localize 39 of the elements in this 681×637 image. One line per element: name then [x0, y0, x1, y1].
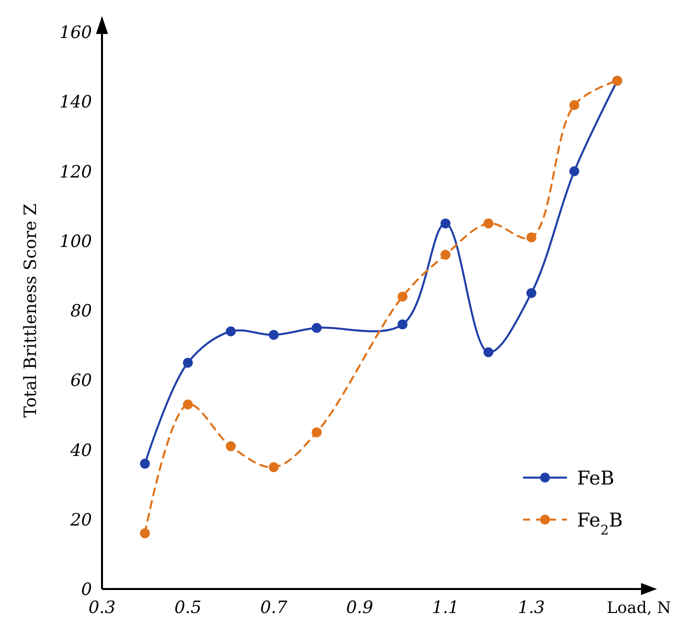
y-tick-label: 80	[70, 302, 92, 322]
point	[526, 232, 536, 242]
y-axis-title: Total Brittleness Score Z	[21, 203, 41, 418]
y-tick-label: 60	[70, 371, 92, 392]
point	[440, 218, 450, 228]
point	[398, 292, 408, 302]
point	[182, 358, 193, 368]
x-tick-label: 0.9	[346, 598, 374, 618]
y-tick-label: 40	[69, 440, 92, 461]
point	[268, 462, 279, 472]
x-tick-label: 1.1	[432, 598, 460, 618]
x-tick-label: 0.3	[88, 598, 116, 618]
point	[140, 528, 150, 538]
point	[226, 441, 236, 452]
point	[312, 427, 322, 438]
point	[312, 322, 322, 333]
point	[569, 100, 580, 110]
x-axis-title: Load, N	[606, 598, 671, 617]
point	[569, 166, 580, 176]
point	[398, 319, 408, 330]
point	[483, 347, 494, 358]
y-tick-label: 140	[60, 92, 92, 113]
point	[226, 326, 236, 336]
point	[182, 399, 193, 410]
point	[140, 458, 150, 469]
point	[526, 288, 536, 298]
x-tick-label: 0.5	[174, 598, 202, 618]
y-tick-label: 160	[60, 23, 92, 43]
y-tick-label: 0	[81, 580, 92, 600]
y-tick-label: 20	[69, 510, 92, 530]
y-tick-label: 120	[60, 162, 92, 182]
y-tick-label: 100	[60, 232, 92, 252]
point	[483, 218, 494, 228]
point	[440, 250, 450, 260]
legend-label: Fe$_{2}$B	[577, 510, 623, 538]
legend-label: FeB	[577, 468, 614, 490]
x-tick-label: 0.7	[260, 598, 288, 618]
point	[268, 330, 279, 340]
x-tick-label: 1.3	[518, 598, 545, 618]
